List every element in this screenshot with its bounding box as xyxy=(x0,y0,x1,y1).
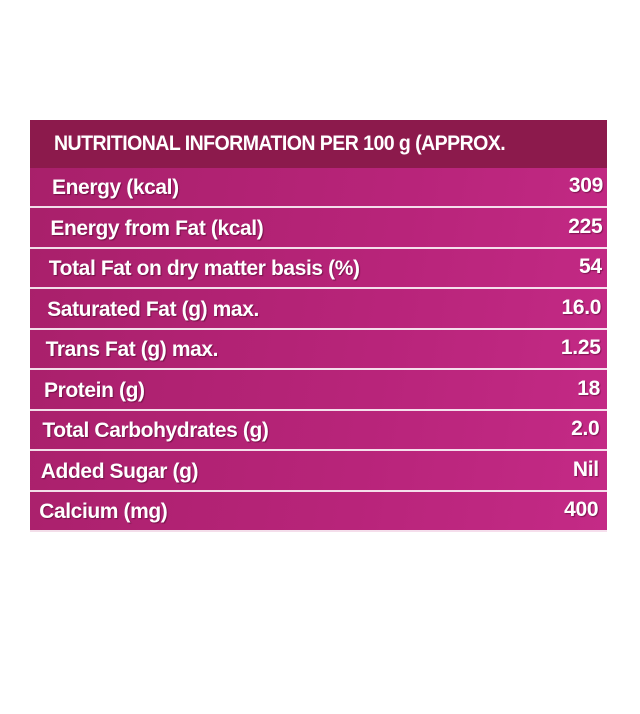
table-row: Total Carbohydrates (g) 2.0 xyxy=(30,411,607,451)
table-row: Total Fat on dry matter basis (%) 54 xyxy=(30,249,607,289)
row-label: Saturated Fat (g) max. xyxy=(47,297,259,321)
row-label: Protein (g) xyxy=(44,378,145,402)
table-row: Calcium (mg) 400 xyxy=(30,492,607,532)
row-label: Trans Fat (g) max. xyxy=(45,338,219,361)
row-value: 16.0 xyxy=(561,295,602,319)
table-header: NUTRITIONAL INFORMATION PER 100 g (APPRO… xyxy=(30,120,607,168)
row-label: Total Fat on dry matter basis (%) xyxy=(48,257,360,280)
row-value: 2.0 xyxy=(571,417,600,440)
table-row: Trans Fat (g) max. 1.25 xyxy=(30,330,607,370)
row-value: 54 xyxy=(579,255,602,278)
row-value: Nil xyxy=(572,457,599,481)
row-value: 400 xyxy=(564,498,599,521)
row-value: 18 xyxy=(577,376,600,400)
table-row: Added Sugar (g) Nil xyxy=(30,452,607,492)
row-label: Total Carbohydrates (g) xyxy=(42,419,269,442)
row-label: Energy (kcal) xyxy=(52,176,179,199)
row-value: 1.25 xyxy=(560,336,601,359)
nutrition-panel: NUTRITIONAL INFORMATION PER 100 g (APPRO… xyxy=(30,120,607,532)
row-label: Added Sugar (g) xyxy=(40,459,199,483)
row-value: 309 xyxy=(568,174,603,197)
row-value: 225 xyxy=(568,214,603,238)
table-row: Saturated Fat (g) max. 16.0 xyxy=(30,290,607,330)
header-title: NUTRITIONAL INFORMATION PER 100 g (APPRO… xyxy=(54,132,506,155)
table-row: Energy (kcal) 309 xyxy=(30,168,607,208)
row-label: Energy from Fat (kcal) xyxy=(50,216,264,240)
row-label: Calcium (mg) xyxy=(39,500,168,523)
table-row: Protein (g) 18 xyxy=(30,371,607,411)
table-row: Energy from Fat (kcal) 225 xyxy=(30,209,607,249)
